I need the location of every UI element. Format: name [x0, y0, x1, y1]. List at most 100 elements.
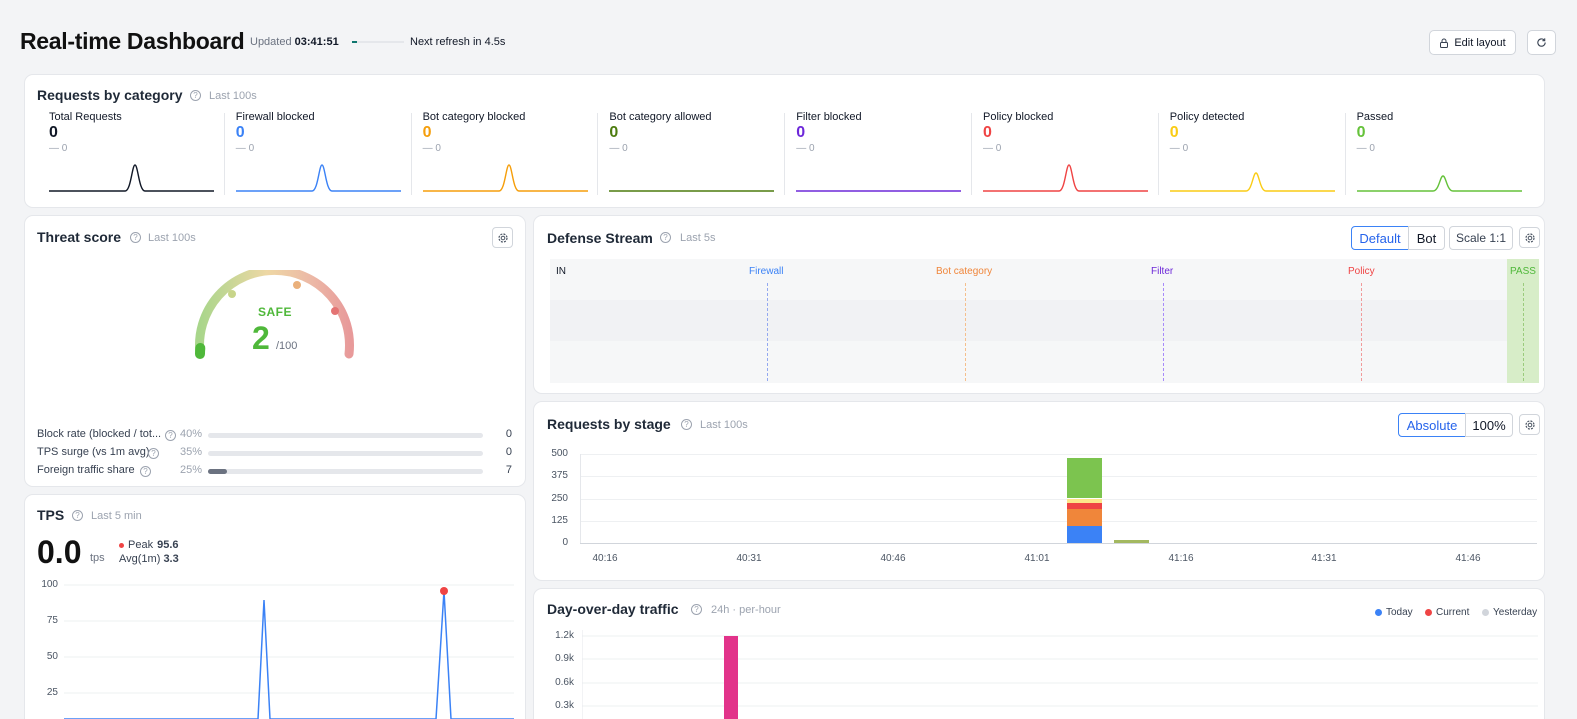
- metric-value: 0: [505, 446, 512, 458]
- dod-y-tick: 0.3k: [555, 700, 574, 711]
- category-metric[interactable]: Bot category blocked 0 — 0: [422, 111, 588, 197]
- requests-by-category-subtitle: Last 100s: [209, 90, 257, 102]
- category-metric[interactable]: Firewall blocked 0 — 0: [235, 111, 401, 197]
- stage-y-tick: 0: [562, 537, 568, 548]
- category-value: 0: [422, 124, 432, 141]
- category-delta: — 0: [1169, 143, 1189, 154]
- requests-by-stage-title: Requests by stage: [547, 416, 671, 432]
- dod-y-tick: 0.6k: [555, 677, 574, 688]
- stage-gridline: [580, 498, 1537, 500]
- category-label: Policy blocked: [983, 111, 1054, 123]
- tps-y-tick: 50: [46, 651, 58, 662]
- tps-title: TPS: [37, 507, 65, 523]
- stage-filter-label: Filter: [1151, 266, 1174, 277]
- pass-divider: [1523, 283, 1524, 381]
- sparkline-path: [1169, 172, 1335, 192]
- defense-stream-title: Defense Stream: [547, 230, 653, 246]
- refresh-progress: [352, 41, 404, 43]
- metric-bar: [208, 451, 483, 456]
- threat-score-settings-button[interactable]: [492, 227, 513, 248]
- legend-label: Today: [1386, 607, 1413, 618]
- metric-weight: 35%: [180, 446, 203, 458]
- category-metric[interactable]: Filter blocked 0 — 0: [796, 111, 962, 197]
- dod-y-tick: 0.9k: [555, 653, 574, 664]
- gear-icon: [497, 232, 508, 243]
- category-sparkline: [235, 164, 401, 192]
- stage-policy-label: Policy: [1348, 266, 1375, 277]
- mode-bot-button[interactable]: Bot: [1408, 226, 1445, 250]
- metric-value: 7: [505, 464, 512, 476]
- stage-pass-label: PASS: [1510, 266, 1536, 277]
- category-delta: — 0: [49, 143, 68, 154]
- day-over-day-subtitle: 24h · per-hour: [711, 604, 781, 616]
- defense-stream-settings-button[interactable]: [1519, 227, 1540, 248]
- lock-icon: [1440, 38, 1449, 48]
- requests-by-stage-settings-button[interactable]: [1519, 414, 1540, 435]
- reload-button[interactable]: [1527, 30, 1556, 55]
- reload-icon: [1537, 38, 1546, 47]
- peak-marker: [119, 542, 124, 548]
- category-delta: — 0: [422, 143, 441, 154]
- category-metric[interactable]: Bot category allowed 0 — 0: [609, 111, 775, 197]
- mode-percent-button[interactable]: 100%: [1465, 413, 1513, 437]
- stream-canvas: [550, 259, 1539, 383]
- category-label: Policy detected: [1169, 111, 1245, 123]
- category-separator: [597, 113, 599, 195]
- help-icon[interactable]: ?: [148, 448, 159, 459]
- stream-lane: [550, 341, 1535, 383]
- category-metric[interactable]: Policy detected 0 — 0: [1169, 111, 1335, 197]
- stage-bar-segment[interactable]: [1067, 498, 1102, 503]
- threat-score-card: [24, 215, 526, 487]
- metric-label: TPS surge (vs 1m avg): [37, 446, 150, 458]
- mode-absolute-button[interactable]: Absolute: [1398, 413, 1466, 437]
- help-icon[interactable]: ?: [660, 232, 671, 243]
- stage-bar-segment[interactable]: [1067, 502, 1102, 510]
- legend-item[interactable]: Yesterday: [1482, 607, 1537, 618]
- help-icon[interactable]: ?: [72, 510, 83, 521]
- category-label: Total Requests: [49, 111, 122, 123]
- updated-label: Updated: [250, 36, 292, 48]
- category-metric[interactable]: Passed 0 — 0: [1356, 111, 1522, 197]
- scale-button[interactable]: Scale 1:1: [1449, 226, 1513, 250]
- stage-in-label: IN: [556, 266, 566, 277]
- mode-default-button[interactable]: Default: [1351, 226, 1409, 250]
- stage-bar-segment[interactable]: [1067, 526, 1102, 543]
- help-icon[interactable]: ?: [130, 232, 141, 243]
- legend-item[interactable]: Current: [1425, 607, 1469, 618]
- metric-bar: [208, 469, 483, 474]
- help-icon[interactable]: ?: [681, 419, 692, 430]
- edit-layout-button[interactable]: Edit layout: [1429, 30, 1516, 55]
- tps-avg: Avg(1m) 3.3: [119, 553, 179, 565]
- help-icon[interactable]: ?: [140, 466, 151, 477]
- sparkline-path: [235, 164, 401, 192]
- requests-by-stage-subtitle: Last 100s: [700, 419, 748, 431]
- bot-category-divider: [965, 283, 966, 381]
- avg-label: Avg(1m): [119, 553, 161, 565]
- threat-score-max: /100: [276, 340, 298, 352]
- category-sparkline: [1356, 175, 1522, 192]
- stage-gridline: [580, 520, 1537, 522]
- stage-x-tick: 40:16: [592, 553, 618, 564]
- category-metric[interactable]: Total Requests 0 — 0: [49, 111, 214, 197]
- sparkline-path: [1356, 175, 1522, 192]
- requests-by-category-title: Requests by category: [37, 87, 183, 103]
- category-separator: [784, 113, 786, 195]
- defense-stream-subtitle: Last 5s: [680, 232, 716, 244]
- help-icon[interactable]: ?: [691, 604, 702, 615]
- category-value: 0: [796, 124, 806, 141]
- category-value: 0: [1169, 124, 1179, 141]
- stage-bar-segment[interactable]: [1067, 458, 1102, 499]
- legend-dot: [1482, 609, 1489, 616]
- stage-bar-segment[interactable]: [1067, 509, 1102, 527]
- metric-bar: [208, 433, 483, 438]
- category-sparkline: [49, 164, 214, 192]
- tps-y-tick: 100: [41, 579, 58, 590]
- category-separator: [410, 113, 412, 195]
- legend-item[interactable]: Today: [1375, 607, 1413, 618]
- stage-bar-segment[interactable]: [1114, 539, 1149, 543]
- help-icon[interactable]: ?: [190, 90, 201, 101]
- legend-dot: [1425, 609, 1432, 616]
- help-icon[interactable]: ?: [165, 430, 176, 441]
- category-sparkline: [609, 190, 775, 192]
- category-metric[interactable]: Policy blocked 0 — 0: [983, 111, 1148, 197]
